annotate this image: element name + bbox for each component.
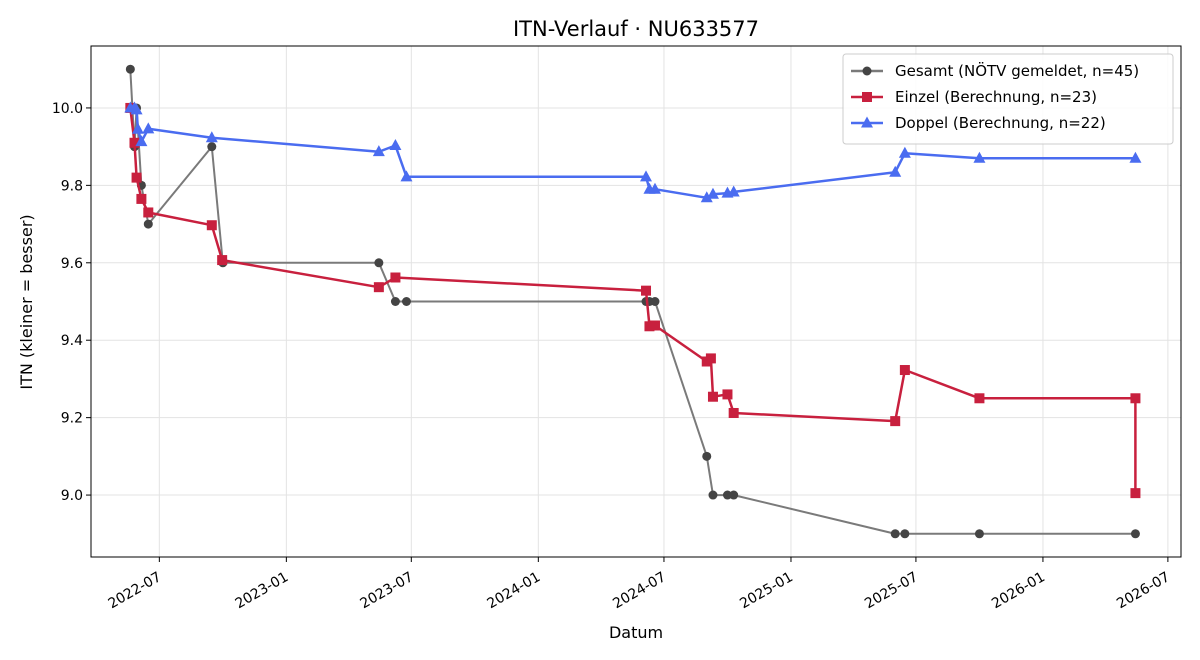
data-point xyxy=(707,391,718,402)
data-point xyxy=(372,145,385,157)
legend-label: Doppel (Berechnung, n=22) xyxy=(895,114,1106,132)
data-point xyxy=(1130,529,1140,539)
legend-marker xyxy=(862,66,872,76)
data-point xyxy=(400,170,413,182)
data-point xyxy=(890,416,901,427)
x-axis: 2022-07 2023-01 2023-07 2024-01 2024-07 2025-… xyxy=(106,557,1173,612)
data-point xyxy=(890,529,900,539)
data-point xyxy=(373,282,384,293)
data-point xyxy=(374,258,384,268)
data-point xyxy=(205,131,218,143)
y-axis-label: ITN (kleiner = besser) xyxy=(17,214,36,389)
data-point xyxy=(974,393,985,404)
data-point xyxy=(131,122,144,134)
data-point xyxy=(131,172,142,183)
data-point xyxy=(702,451,712,461)
x-tick-label: 2023-01 xyxy=(233,569,292,612)
x-tick-label: 2024-07 xyxy=(610,569,669,612)
data-point xyxy=(143,219,153,229)
legend-marker xyxy=(861,116,873,128)
plot-series xyxy=(124,64,1142,539)
data-point xyxy=(729,490,739,500)
data-point xyxy=(705,353,716,364)
plot-frame xyxy=(90,45,1182,558)
data-point xyxy=(641,285,652,296)
data-point xyxy=(1130,393,1141,404)
series-triangle xyxy=(124,101,1142,203)
data-point xyxy=(898,146,911,158)
y-tick-label: 9.8 xyxy=(61,178,83,194)
data-point xyxy=(700,191,713,203)
legend-marker xyxy=(862,92,872,102)
legend-item: Doppel (Berechnung, n=22) xyxy=(851,114,1106,132)
legend-label: Einzel (Berechnung, n=23) xyxy=(895,88,1097,106)
data-point xyxy=(727,185,740,197)
data-point xyxy=(722,389,733,400)
x-tick-label: 2026-07 xyxy=(1114,569,1173,612)
data-point xyxy=(899,365,910,376)
x-tick-label: 2026-01 xyxy=(989,569,1048,612)
y-tick-label: 9.0 xyxy=(61,488,83,504)
legend-item: Gesamt (NÖTV gemeldet, n=45) xyxy=(851,61,1139,80)
data-point xyxy=(142,122,155,134)
y-axis: 9.0 9.2 9.4 9.6 9.8 10.0 xyxy=(52,101,91,504)
legend: Gesamt (NÖTV gemeldet, n=45) Einzel (Bere… xyxy=(842,53,1174,145)
data-point xyxy=(706,187,719,199)
data-point xyxy=(648,182,661,194)
data-point xyxy=(143,207,154,218)
legend-label: Gesamt (NÖTV gemeldet, n=45) xyxy=(895,61,1139,80)
x-tick-label: 2024-01 xyxy=(485,569,544,612)
data-point xyxy=(974,529,984,539)
data-point xyxy=(136,193,147,204)
data-point xyxy=(390,272,401,283)
x-tick-label: 2025-07 xyxy=(862,569,921,612)
data-point xyxy=(900,529,910,539)
data-point xyxy=(1130,488,1141,499)
data-point xyxy=(401,297,411,306)
data-point xyxy=(129,137,140,148)
y-tick-label: 9.4 xyxy=(61,333,83,349)
x-tick-label: 2025-01 xyxy=(737,569,796,612)
data-point xyxy=(649,320,660,331)
data-point xyxy=(390,297,400,306)
series-square xyxy=(125,102,1141,499)
legend-item: Einzel (Berechnung, n=23) xyxy=(851,88,1097,106)
data-point xyxy=(130,103,143,115)
data-point xyxy=(207,142,217,152)
y-tick-label: 9.2 xyxy=(61,411,83,427)
data-point xyxy=(125,64,135,74)
data-point xyxy=(722,490,732,500)
y-tick-label: 10.0 xyxy=(52,101,83,117)
data-point xyxy=(206,220,217,231)
data-point xyxy=(644,321,655,332)
x-axis-label: Datum xyxy=(609,623,663,642)
data-point xyxy=(708,490,718,500)
chart-title: ITN-Verlauf · NU633577 xyxy=(513,17,759,41)
y-tick-label: 9.6 xyxy=(61,256,83,272)
data-point xyxy=(1129,151,1142,163)
data-point xyxy=(728,407,739,418)
data-point xyxy=(640,170,653,182)
x-tick-label: 2022-07 xyxy=(106,569,165,612)
legend-box xyxy=(842,53,1174,145)
data-point xyxy=(650,297,660,306)
x-tick-label: 2023-07 xyxy=(358,569,417,612)
data-point xyxy=(135,135,148,147)
data-point xyxy=(889,165,902,177)
data-point xyxy=(217,255,228,266)
data-point xyxy=(973,151,986,163)
data-point xyxy=(389,138,402,150)
grid xyxy=(91,46,1181,557)
